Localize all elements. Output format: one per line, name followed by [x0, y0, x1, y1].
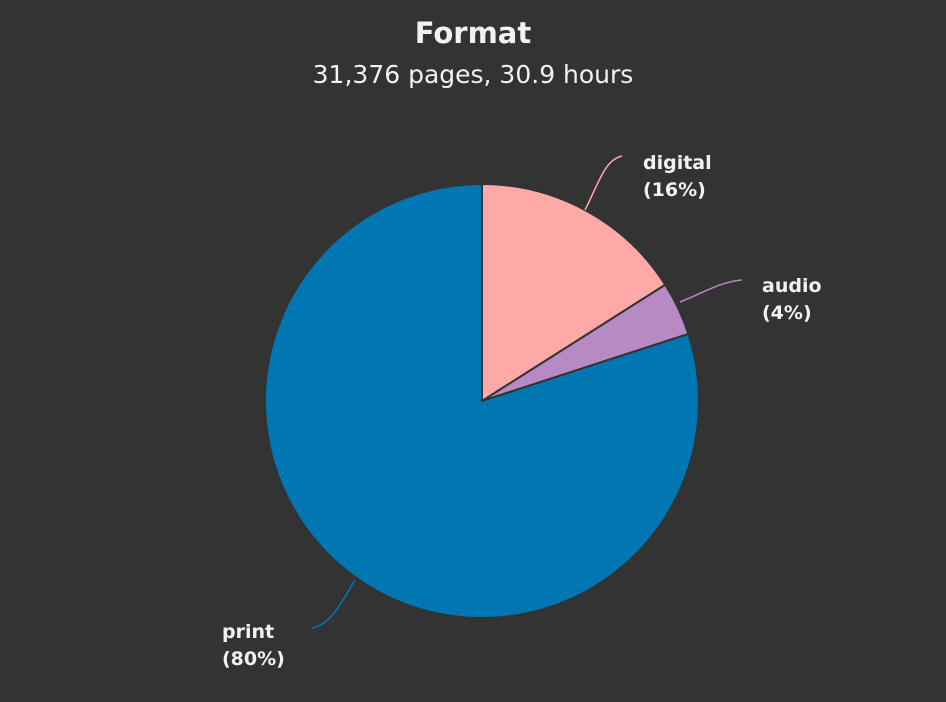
- slice-label-print: print: [222, 621, 274, 643]
- chart-subtitle: 31,376 pages, 30.9 hours: [312, 60, 634, 89]
- pie-slice-digital: [481, 182, 667, 403]
- pie-slice-print: [264, 182, 700, 619]
- slice-label-digital: digital: [643, 152, 712, 174]
- slice-label-audio: audio: [762, 275, 822, 297]
- leader-line-digital: [584, 155, 623, 211]
- leader-line-audio: [679, 279, 743, 303]
- chart-title: Format: [414, 16, 532, 50]
- slice-percent-audio: (4%): [762, 302, 812, 324]
- slice-percent-digital: (16%): [643, 179, 706, 201]
- slice-percent-print: (80%): [222, 648, 285, 670]
- leader-line-print: [311, 579, 356, 629]
